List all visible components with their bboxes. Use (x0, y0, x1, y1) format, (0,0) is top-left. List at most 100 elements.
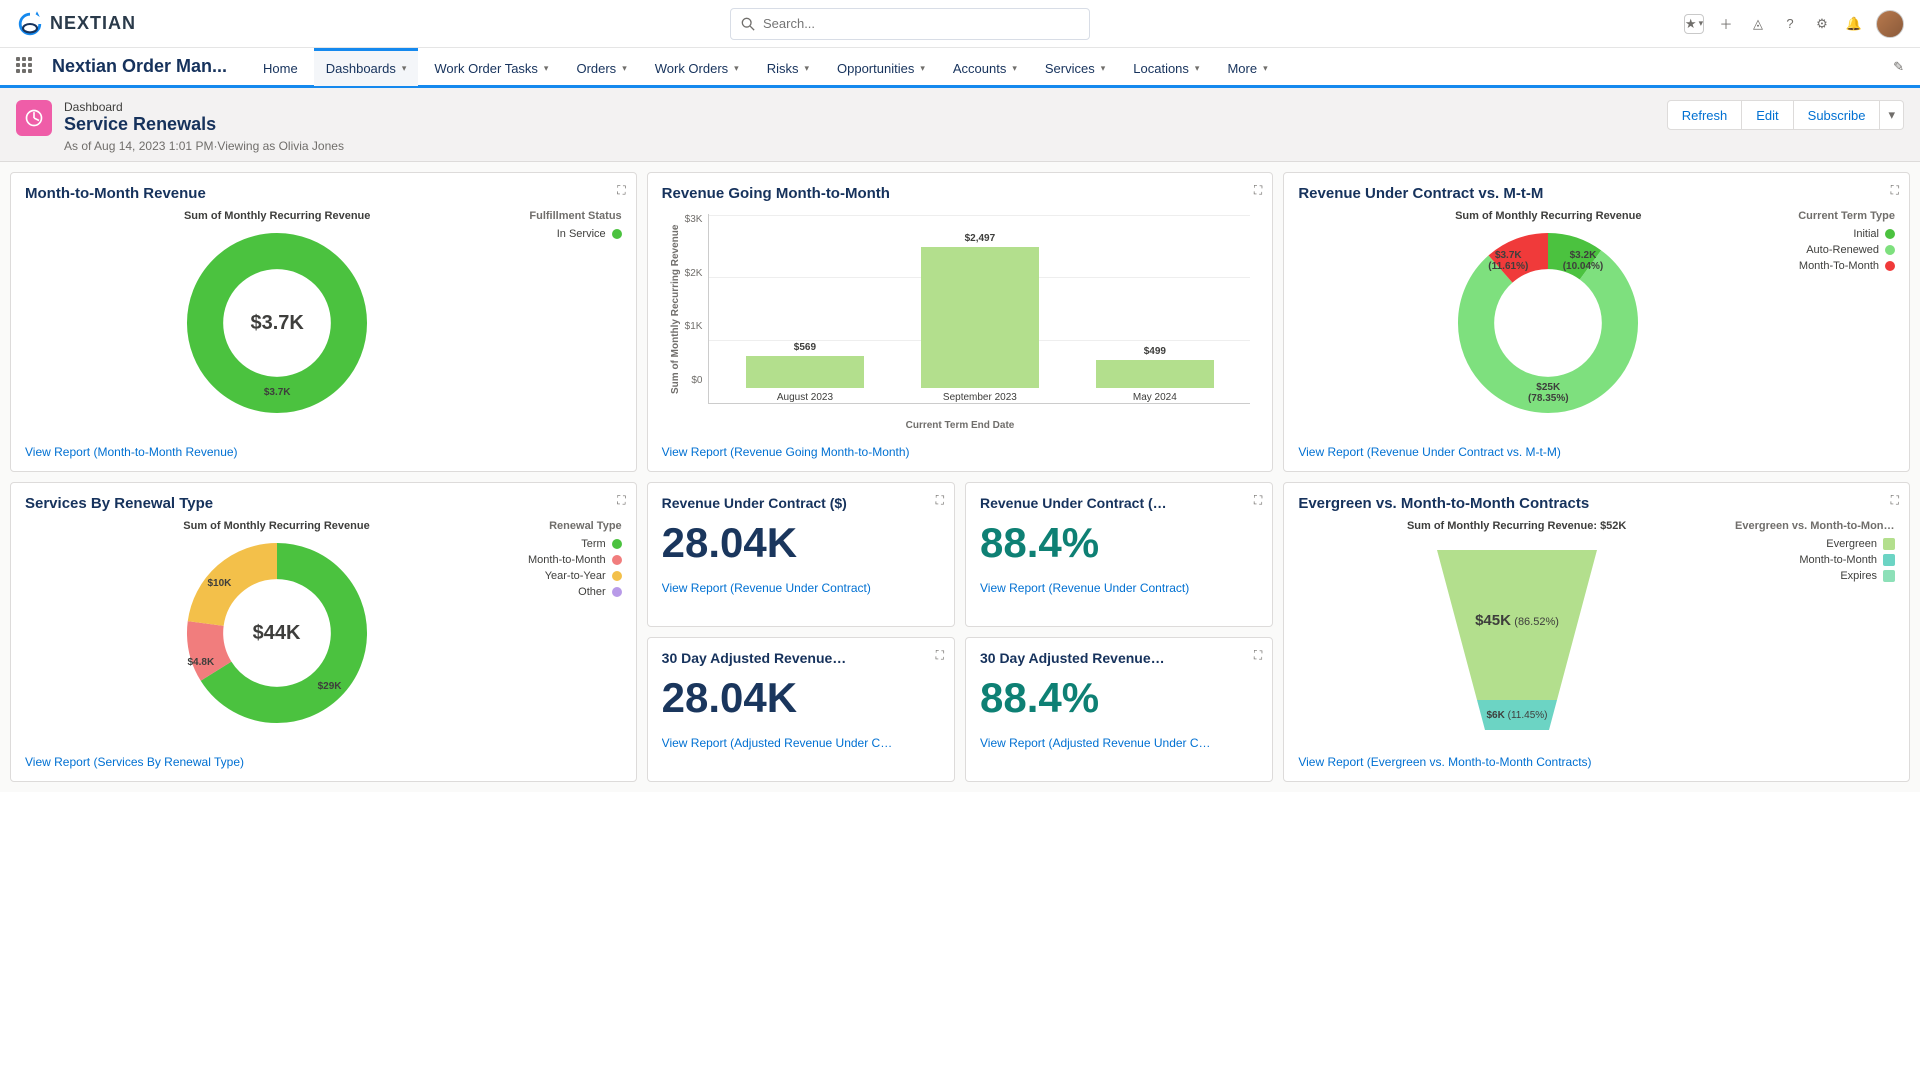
kpi-title: Revenue Under Contract ($) (662, 495, 899, 511)
header-utilities: ★▾ ＋ ◬ ? ⚙ 🔔 (1684, 10, 1904, 38)
dashboard-subtitle: Dashboard (64, 100, 344, 114)
kpi-value: 88.4% (980, 674, 1258, 722)
expand-icon[interactable]: ⛶ (617, 493, 625, 508)
setup-icon[interactable]: ⚙ (1812, 14, 1832, 34)
expand-icon[interactable]: ⛶ (617, 183, 625, 198)
dashboard-meta: As of Aug 14, 2023 1:01 PM·Viewing as Ol… (64, 139, 344, 153)
kpi-value: 28.04K (662, 674, 940, 722)
chart-subtitle: Sum of Monthly Recurring Revenue (1455, 210, 1641, 222)
slice-label: $3.7K(11.61%) (1488, 250, 1528, 272)
view-report-link[interactable]: View Report (Revenue Under Contract vs. … (1298, 445, 1895, 459)
card-title: Month-to-Month Revenue (25, 185, 622, 202)
nav-item-dashboards[interactable]: Dashboards▾ (314, 48, 419, 86)
kpi-card: ⛶ Revenue Under Contract (… 88.4% View R… (965, 482, 1273, 627)
kpi-value: 28.04K (662, 519, 940, 567)
app-launcher-icon[interactable] (16, 57, 36, 77)
search-icon (741, 17, 755, 31)
legend-item: Month-to-Month (528, 554, 622, 566)
nav-item-accounts[interactable]: Accounts▾ (941, 48, 1029, 86)
kpi-title: 30 Day Adjusted Revenue… (662, 650, 899, 666)
favorites-button[interactable]: ★▾ (1684, 14, 1704, 34)
global-search[interactable] (730, 8, 1090, 40)
legend-title: Current Term Type (1798, 210, 1895, 222)
donut-center: $44K (182, 538, 372, 728)
chart-subtitle: Sum of Monthly Recurring Revenue (183, 520, 369, 532)
legend: Fulfillment Status In Service (529, 210, 621, 435)
user-avatar[interactable] (1876, 10, 1904, 38)
nav-item-opportunities[interactable]: Opportunities▾ (825, 48, 937, 86)
trailhead-icon[interactable]: ◬ (1748, 14, 1768, 34)
x-axis-label: Current Term End Date (670, 420, 1251, 431)
card-mtm-revenue: ⛶ Month-to-Month Revenue Sum of Monthly … (10, 172, 637, 472)
view-report-link[interactable]: View Report (Revenue Under Contract) (980, 581, 1258, 595)
edit-button[interactable]: Edit (1742, 100, 1793, 130)
nav-item-home[interactable]: Home (251, 48, 310, 86)
chart-subtitle: Sum of Monthly Recurring Revenue (184, 210, 370, 222)
app-nav: Nextian Order Man... HomeDashboards▾Work… (0, 48, 1920, 88)
legend: Renewal Type TermMonth-to-MonthYear-to-Y… (528, 520, 622, 745)
refresh-button[interactable]: Refresh (1667, 100, 1743, 130)
bar: $499May 2024 (1081, 360, 1228, 403)
expand-icon[interactable]: ⛶ (1254, 493, 1262, 508)
expand-icon[interactable]: ⛶ (1254, 183, 1262, 198)
kpi-block: ⛶ Revenue Under Contract ($) 28.04K View… (647, 482, 1274, 782)
app-name: Nextian Order Man... (52, 56, 227, 77)
nav-item-services[interactable]: Services▾ (1033, 48, 1117, 86)
global-header: NEXTIAN ★▾ ＋ ◬ ? ⚙ 🔔 (0, 0, 1920, 48)
kpi-card: ⛶ 30 Day Adjusted Revenue… 88.4% View Re… (965, 637, 1273, 782)
nav-item-risks[interactable]: Risks▾ (755, 48, 821, 86)
add-icon[interactable]: ＋ (1716, 14, 1736, 34)
y-axis-label: Sum of Monthly Recurring Revenue (670, 214, 681, 404)
view-report-link[interactable]: View Report (Revenue Going Month-to-Mont… (662, 445, 1259, 459)
nav-item-work-orders[interactable]: Work Orders▾ (643, 48, 751, 86)
nav-item-more[interactable]: More▾ (1215, 48, 1279, 86)
brand-name: NEXTIAN (50, 13, 136, 34)
dashboard-actions: Refresh Edit Subscribe ▾ (1667, 100, 1904, 130)
legend-item: Auto-Renewed (1798, 244, 1895, 256)
expand-icon[interactable]: ⛶ (936, 648, 944, 663)
card-title: Evergreen vs. Month-to-Month Contracts (1298, 495, 1895, 512)
expand-icon[interactable]: ⛶ (1254, 648, 1262, 663)
dashboard-title: Service Renewals (64, 114, 344, 135)
edit-nav-icon[interactable]: ✎ (1893, 59, 1904, 75)
view-report-link[interactable]: View Report (Revenue Under Contract) (662, 581, 940, 595)
view-report-link[interactable]: View Report (Adjusted Revenue Under C… (662, 736, 940, 750)
legend-item: In Service (529, 228, 621, 240)
nav-item-orders[interactable]: Orders▾ (564, 48, 638, 86)
kpi-title: 30 Day Adjusted Revenue… (980, 650, 1217, 666)
card-title: Revenue Going Month-to-Month (662, 185, 1259, 202)
brand-logo: NEXTIAN (16, 10, 136, 38)
dashboard-icon (16, 100, 52, 136)
kpi-card: ⛶ 30 Day Adjusted Revenue… 28.04K View R… (647, 637, 955, 782)
slice-label: $10K (208, 578, 232, 589)
view-report-link[interactable]: View Report (Adjusted Revenue Under C… (980, 736, 1258, 750)
nav-item-locations[interactable]: Locations▾ (1121, 48, 1211, 86)
legend-item: Term (528, 538, 622, 550)
y-axis: $3K$2K$1K$0 (685, 214, 709, 404)
subscribe-button[interactable]: Subscribe (1794, 100, 1881, 130)
legend-item: Initial (1798, 228, 1895, 240)
slice-label: $4.8K (188, 657, 215, 668)
card-title: Revenue Under Contract vs. M-t-M (1298, 185, 1895, 202)
view-report-link[interactable]: View Report (Month-to-Month Revenue) (25, 445, 622, 459)
help-icon[interactable]: ? (1780, 14, 1800, 34)
card-contract-vs-mtm: ⛶ Revenue Under Contract vs. M-t-M Sum o… (1283, 172, 1910, 472)
card-evergreen-vs-mtm: ⛶ Evergreen vs. Month-to-Month Contracts… (1283, 482, 1910, 782)
view-report-link[interactable]: View Report (Services By Renewal Type) (25, 755, 622, 769)
dashboard-grid: ⛶ Month-to-Month Revenue Sum of Monthly … (0, 162, 1920, 792)
expand-icon[interactable]: ⛶ (936, 493, 944, 508)
dashboard-header: Dashboard Service Renewals As of Aug 14,… (0, 88, 1920, 162)
legend: Evergreen vs. Month-to-Month C… Evergree… (1735, 520, 1895, 745)
donut-chart: $3.2K(10.04%) $25K(78.35%) $3.7K(11.61%) (1453, 228, 1643, 418)
expand-icon[interactable]: ⛶ (1891, 183, 1899, 198)
search-input[interactable] (763, 16, 1079, 31)
donut-chart: $3.7K $3.7K (182, 228, 372, 418)
view-report-link[interactable]: View Report (Evergreen vs. Month-to-Mont… (1298, 755, 1895, 769)
card-services-renewal-type: ⛶ Services By Renewal Type Sum of Monthl… (10, 482, 637, 782)
notifications-icon[interactable]: 🔔 (1844, 14, 1864, 34)
legend-item: Other (528, 586, 622, 598)
donut-chart: $44K $29K $4.8K $10K (182, 538, 372, 728)
more-actions-button[interactable]: ▾ (1880, 100, 1904, 130)
expand-icon[interactable]: ⛶ (1891, 493, 1899, 508)
nav-item-work-order-tasks[interactable]: Work Order Tasks▾ (422, 48, 560, 86)
